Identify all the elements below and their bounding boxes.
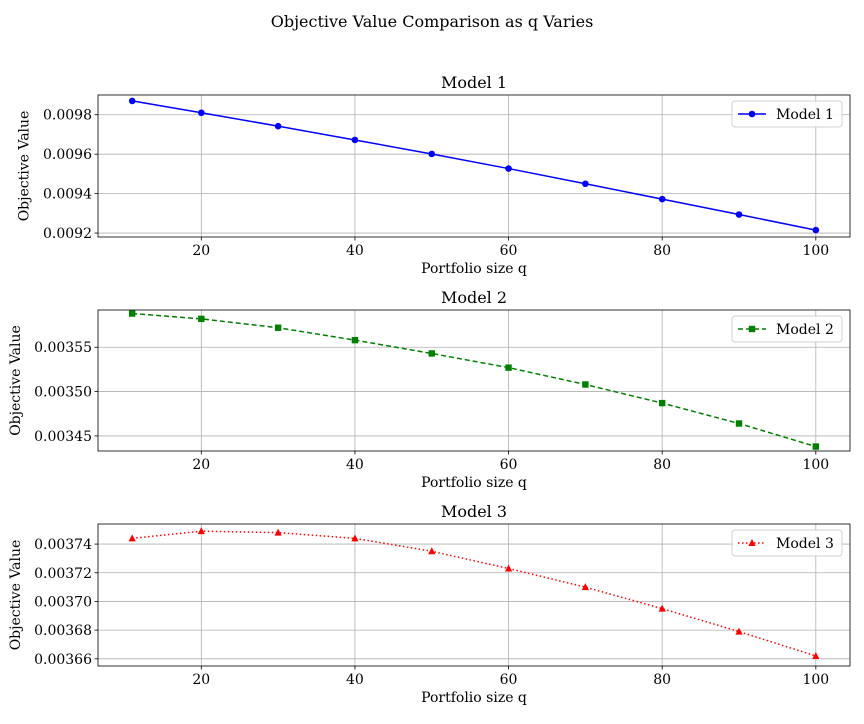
data-point (128, 534, 136, 542)
y-axis-label: Objective Value (16, 111, 32, 222)
series-line (132, 530, 817, 657)
x-tick-label: 40 (346, 457, 364, 473)
y-tick-label: 0.0096 (43, 147, 92, 163)
series-line (132, 312, 817, 448)
data-point (274, 528, 282, 536)
data-point (735, 627, 743, 635)
y-tick-label: 0.0092 (43, 226, 92, 242)
data-point (198, 109, 205, 117)
data-point (428, 547, 436, 555)
legend: Model 2 (731, 315, 843, 343)
data-point (735, 420, 743, 427)
plot-frame (97, 94, 851, 238)
x-tick-label: 80 (653, 243, 671, 259)
chart-panel-3: 20 40 60 80 100 0.00366 0.00368 0.00370 0.00372 0… (8, 502, 851, 706)
legend-label: Model 1 (776, 107, 834, 123)
data-point (428, 150, 436, 158)
y-tick-label: 0.00355 (34, 340, 92, 356)
data-point (128, 310, 136, 317)
chart-panel-2: 20 40 60 80 100 0.00345 0.00350 0.00355 Model 2 P… (8, 288, 851, 491)
data-point (658, 604, 666, 612)
data-point (658, 399, 666, 407)
plot-frame (97, 309, 851, 452)
data-point (428, 350, 435, 357)
x-axis-label: Portfolio size q (421, 261, 527, 277)
x-tick-label: 80 (653, 672, 671, 688)
x-tick-label: 80 (653, 457, 671, 473)
x-tick-label: 60 (500, 457, 518, 473)
y-tick-label: 0.0094 (43, 187, 92, 203)
chart-panel-1: 20 40 60 80 100 0.0092 0.0094 0.0096 0.0098 Model… (16, 73, 851, 277)
legend-label: Model 2 (776, 322, 834, 338)
chart-title: Model 1 (441, 73, 507, 92)
y-tick-label: 0.00345 (34, 429, 92, 445)
data-point (658, 195, 666, 203)
chart-title: Model 3 (441, 502, 507, 521)
legend-marker (748, 539, 756, 546)
y-axis-label: Objective Value (8, 325, 24, 436)
data-point (128, 97, 136, 105)
data-point (274, 122, 282, 130)
y-tick-label: 0.00374 (34, 537, 92, 553)
data-point (274, 324, 282, 331)
data-point (198, 315, 205, 323)
y-tick-label: 0.00366 (34, 652, 92, 668)
series-line (132, 100, 816, 231)
data-point (351, 336, 359, 344)
data-point (504, 564, 513, 572)
y-tick-label: 0.0098 (43, 108, 92, 124)
data-point (197, 527, 205, 535)
legend-marker (748, 110, 756, 118)
data-point (582, 180, 589, 188)
x-tick-label: 40 (346, 243, 364, 259)
figure-suptitle: Objective Value Comparison as q Varies (270, 12, 594, 31)
data-point (581, 583, 589, 591)
legend-box (731, 100, 843, 128)
legend-box (731, 315, 843, 343)
data-point (505, 364, 512, 371)
y-tick-label: 0.00350 (34, 385, 92, 401)
data-point (812, 226, 820, 234)
data-point (812, 443, 820, 450)
data-point (351, 534, 359, 542)
legend-marker (748, 325, 756, 333)
x-tick-label: 20 (192, 243, 210, 259)
data-point (582, 381, 589, 388)
y-tick-label: 0.00370 (34, 594, 92, 610)
x-tick-label: 100 (802, 457, 829, 473)
x-tick-label: 40 (346, 672, 364, 688)
x-axis-label: Portfolio size q (421, 475, 527, 491)
x-tick-label: 20 (192, 672, 210, 688)
legend: Model 1 (731, 100, 843, 128)
x-tick-label: 60 (500, 672, 518, 688)
x-tick-label: 20 (192, 457, 210, 473)
data-point (505, 165, 512, 172)
legend-label: Model 3 (776, 536, 834, 552)
plot-frame (97, 523, 851, 667)
data-point (351, 136, 359, 144)
x-axis-label: Portfolio size q (421, 690, 527, 706)
y-tick-label: 0.00372 (34, 566, 92, 582)
legend: Model 3 (731, 529, 843, 557)
chart-title: Model 2 (441, 288, 507, 307)
x-tick-label: 100 (802, 672, 829, 688)
legend-box (731, 529, 843, 557)
y-axis-label: Objective Value (8, 540, 24, 651)
y-tick-label: 0.00368 (34, 623, 92, 639)
data-point (812, 651, 820, 659)
x-tick-label: 100 (802, 243, 829, 259)
x-tick-label: 60 (500, 243, 518, 259)
data-point (735, 211, 743, 218)
